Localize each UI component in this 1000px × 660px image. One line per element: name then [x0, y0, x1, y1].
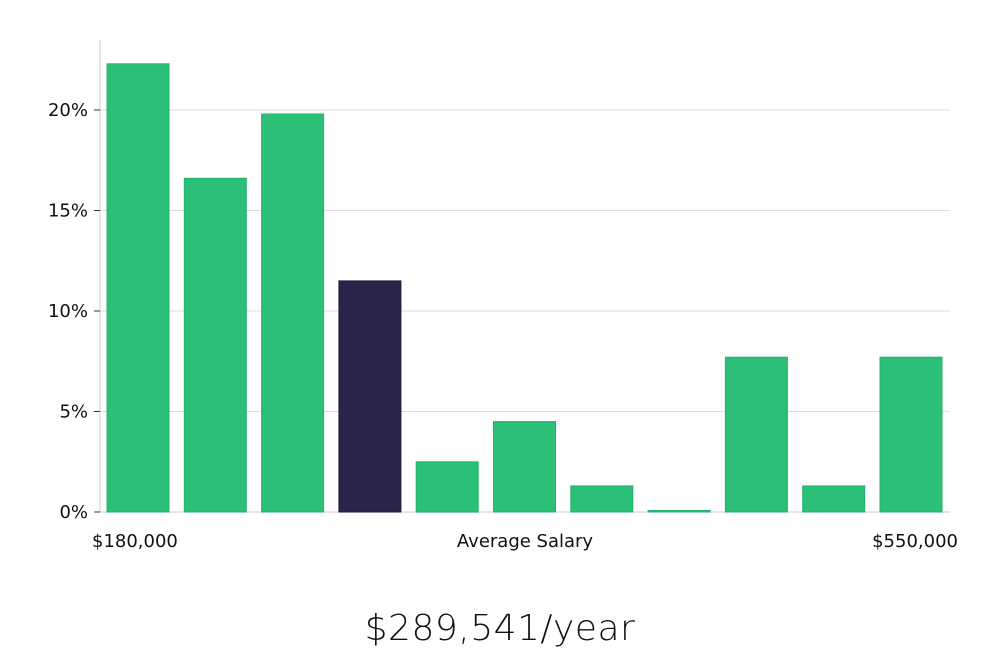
y-axis-ticks: 0% 5% 10% 15% 20%: [48, 100, 100, 523]
bar: [724, 356, 788, 513]
bar: [493, 421, 556, 513]
y-tick-label: 0%: [59, 502, 88, 523]
bar: [183, 177, 247, 513]
bar: [570, 485, 634, 513]
x-min-label: $180,000: [92, 531, 178, 552]
y-tick-label: 15%: [48, 201, 88, 222]
y-tick-label: 20%: [48, 100, 88, 121]
bar: [415, 461, 479, 513]
bars: [106, 63, 943, 513]
x-axis-label: Average Salary: [457, 531, 594, 552]
bar: [261, 113, 325, 513]
bar-highlighted: [338, 280, 402, 513]
bar: [879, 356, 943, 513]
salary-histogram: 0% 5% 10% 15% 20% $180,000 Average Salary $5…: [48, 40, 958, 552]
y-tick-label: 10%: [48, 301, 88, 322]
y-tick-label: 5%: [59, 402, 88, 423]
average-salary-value: $289,541/year: [364, 608, 636, 649]
bar: [647, 510, 711, 513]
x-max-label: $550,000: [872, 531, 958, 552]
bar: [802, 485, 866, 513]
bar: [106, 63, 170, 513]
